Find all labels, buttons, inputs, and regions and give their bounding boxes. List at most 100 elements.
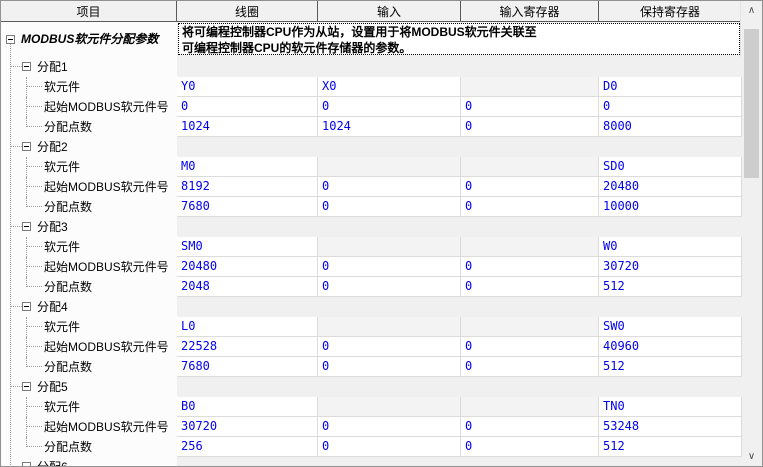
row-label-cell[interactable]: 软元件 — [1, 157, 177, 177]
scrollbar-thumb[interactable] — [744, 29, 759, 178]
row-label-cell[interactable]: 软元件 — [1, 237, 177, 257]
tree-group-item-cell[interactable]: 分配2 — [1, 137, 177, 157]
value-cell[interactable] — [318, 157, 461, 177]
row-label-cell[interactable]: 起始MODBUS软元件号 — [1, 417, 177, 437]
value-cell[interactable]: 8192 — [177, 177, 318, 197]
value-cell[interactable]: 0 — [461, 97, 599, 117]
row-label-cell[interactable]: 分配点数 — [1, 117, 177, 137]
group-row-filler — [177, 217, 742, 237]
parameter-row-start: 起始MODBUS软元件号 22528 0 0 40960 — [1, 337, 742, 357]
value-cell[interactable]: M0 — [177, 157, 318, 177]
value-cell[interactable]: 0 — [461, 337, 599, 357]
value-cell[interactable]: 0 — [318, 417, 461, 437]
value-cell[interactable]: SM0 — [177, 237, 318, 257]
row-label-cell[interactable]: 起始MODBUS软元件号 — [1, 177, 177, 197]
value-cell[interactable]: W0 — [599, 237, 742, 257]
value-cell[interactable]: 0 — [461, 257, 599, 277]
tree-collapse-toggle-icon[interactable] — [22, 382, 31, 391]
scroll-down-icon[interactable]: ∨ — [747, 451, 756, 462]
value-cell[interactable]: SD0 — [599, 157, 742, 177]
tree-collapse-toggle-icon[interactable] — [22, 222, 31, 231]
value-cell[interactable]: 512 — [599, 357, 742, 377]
value-cell[interactable]: 0 — [461, 277, 599, 297]
value-cell[interactable]: D0 — [599, 77, 742, 97]
vertical-scrollbar[interactable]: ∧ ∨ — [740, 1, 762, 466]
tree-root-item-cell[interactable]: MODBUS软元件分配参数 — [1, 22, 177, 57]
value-cell[interactable]: 0 — [318, 197, 461, 217]
value-cell[interactable] — [461, 77, 599, 97]
row-label-cell[interactable]: 起始MODBUS软元件号 — [1, 337, 177, 357]
value-cell[interactable]: 10000 — [599, 197, 742, 217]
row-label-cell[interactable]: 软元件 — [1, 397, 177, 417]
value-cell[interactable] — [318, 397, 461, 417]
value-cell[interactable]: 1024 — [177, 117, 318, 137]
value-cell[interactable]: 30720 — [177, 417, 318, 437]
tree-collapse-toggle-icon[interactable] — [22, 462, 31, 466]
value-cell[interactable]: 1024 — [318, 117, 461, 137]
value-cell[interactable]: 0 — [318, 257, 461, 277]
value-cell[interactable]: SW0 — [599, 317, 742, 337]
value-cell[interactable]: 0 — [461, 177, 599, 197]
row-label-cell[interactable]: 分配点数 — [1, 197, 177, 217]
value-cell[interactable] — [318, 317, 461, 337]
value-cell[interactable] — [461, 157, 599, 177]
value-cell[interactable]: 0 — [461, 417, 599, 437]
value-cell[interactable]: X0 — [318, 77, 461, 97]
value-cell[interactable]: TN0 — [599, 397, 742, 417]
value-cell[interactable]: 8000 — [599, 117, 742, 137]
row-label-cell[interactable]: 分配点数 — [1, 357, 177, 377]
tree-collapse-toggle-icon[interactable] — [22, 62, 31, 71]
tree-group-item-cell[interactable]: 分配1 — [1, 57, 177, 77]
value-cell[interactable]: 0 — [461, 197, 599, 217]
value-cell[interactable]: L0 — [177, 317, 318, 337]
row-label-cell[interactable]: 分配点数 — [1, 437, 177, 457]
value-cell[interactable]: 20480 — [177, 257, 318, 277]
tree-group-item-cell[interactable]: 分配3 — [1, 217, 177, 237]
value-cell[interactable]: 0 — [461, 437, 599, 457]
value-cell[interactable]: 7680 — [177, 197, 318, 217]
tree-connector-stub — [27, 106, 42, 107]
value-cell[interactable]: 0 — [461, 117, 599, 137]
value-cell[interactable] — [461, 397, 599, 417]
value-cell[interactable]: Y0 — [177, 77, 318, 97]
row-label: 起始MODBUS软元件号 — [44, 260, 169, 274]
value-cell[interactable]: 40960 — [599, 337, 742, 357]
value-cell[interactable]: 0 — [318, 437, 461, 457]
value-cell[interactable]: 0 — [318, 337, 461, 357]
tree-group-item-cell[interactable]: 分配6 — [1, 457, 177, 466]
row-label-cell[interactable]: 分配点数 — [1, 277, 177, 297]
value-cell[interactable]: 0 — [318, 177, 461, 197]
tree-connector-stub — [27, 446, 42, 447]
tree-connector-stub — [11, 66, 22, 67]
value-cell[interactable] — [318, 237, 461, 257]
row-label-cell[interactable]: 起始MODBUS软元件号 — [1, 257, 177, 277]
value-cell[interactable]: 53248 — [599, 417, 742, 437]
value-cell[interactable]: B0 — [177, 397, 318, 417]
tree-collapse-toggle-icon[interactable] — [6, 35, 15, 44]
row-label-cell[interactable]: 软元件 — [1, 77, 177, 97]
value-cell[interactable] — [461, 237, 599, 257]
value-cell[interactable]: 0 — [177, 97, 318, 117]
value-cell[interactable]: 512 — [599, 437, 742, 457]
row-label-cell[interactable]: 起始MODBUS软元件号 — [1, 97, 177, 117]
value-cell[interactable]: 7680 — [177, 357, 318, 377]
row-label-cell[interactable]: 软元件 — [1, 317, 177, 337]
value-cell[interactable]: 20480 — [599, 177, 742, 197]
tree-collapse-toggle-icon[interactable] — [22, 302, 31, 311]
tree-group-item-cell[interactable]: 分配5 — [1, 377, 177, 397]
value-cell[interactable]: 0 — [318, 97, 461, 117]
value-cell[interactable]: 256 — [177, 437, 318, 457]
tree-collapse-toggle-icon[interactable] — [22, 142, 31, 151]
value-cell[interactable]: 0 — [318, 277, 461, 297]
value-cell[interactable]: 30720 — [599, 257, 742, 277]
value-cell[interactable]: 512 — [599, 277, 742, 297]
tree-group-item-cell[interactable]: 分配4 — [1, 297, 177, 317]
value-cell[interactable] — [461, 317, 599, 337]
value-cell[interactable]: 0 — [599, 97, 742, 117]
value-cell[interactable]: 0 — [318, 357, 461, 377]
value-cell[interactable]: 0 — [461, 357, 599, 377]
value-cell[interactable]: 22528 — [177, 337, 318, 357]
tree-connector-stub — [27, 166, 42, 167]
scroll-up-icon[interactable]: ∧ — [747, 5, 756, 16]
value-cell[interactable]: 2048 — [177, 277, 318, 297]
